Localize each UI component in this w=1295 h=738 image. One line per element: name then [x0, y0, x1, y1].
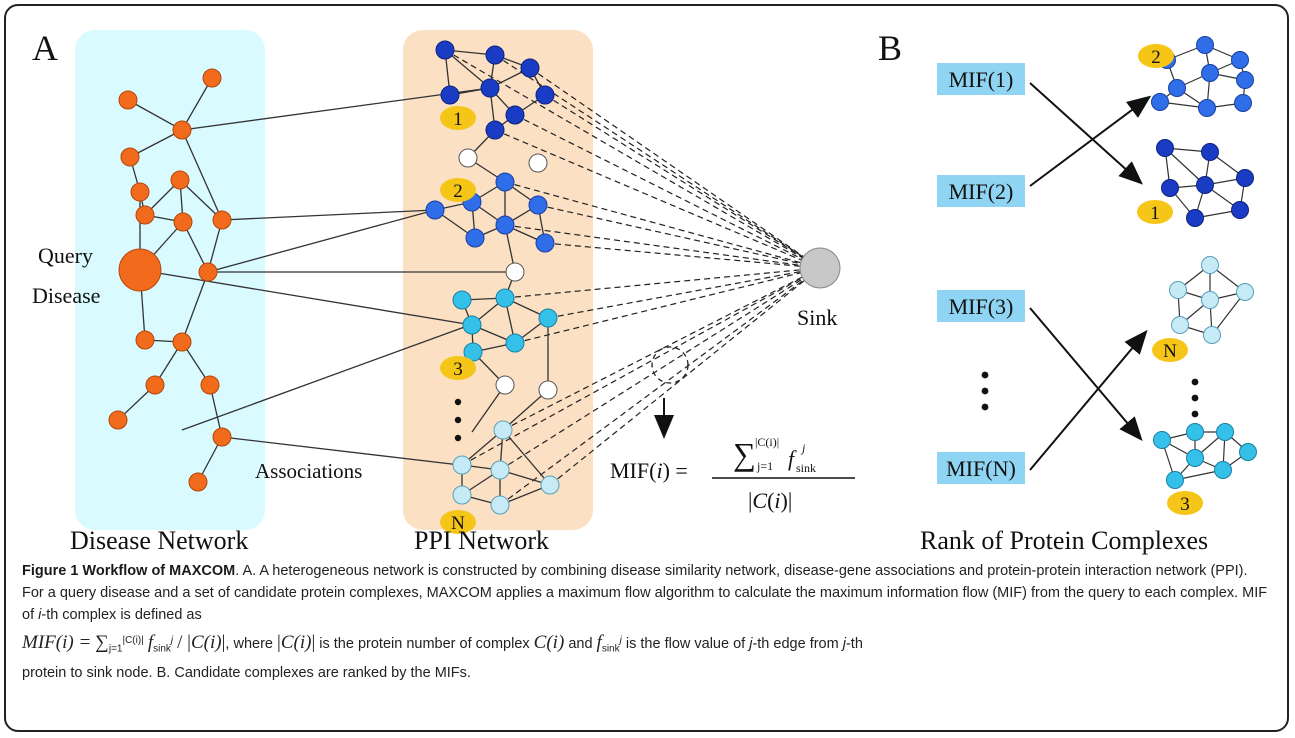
query-label-line1: Query [38, 243, 93, 268]
dashed-flow-circle [651, 346, 689, 384]
svg-text:N: N [451, 513, 465, 534]
associations-label: Associations [255, 459, 362, 483]
svg-text:1: 1 [453, 109, 463, 130]
caption-and: and [568, 636, 593, 652]
disease-nodes [108, 68, 232, 492]
mif-box-n: MIF(N) [937, 452, 1025, 484]
ppi-nodes-unassigned [458, 148, 548, 395]
figure-caption: Figure 1 Workflow of MAXCOM. A. A hetero… [22, 560, 1272, 684]
sink-node [799, 247, 841, 289]
svg-text:1: 1 [1150, 203, 1160, 224]
svg-text:|C(i)|: |C(i)| [748, 488, 792, 513]
mif-box-2: MIF(2) [937, 175, 1025, 207]
caption-complex: C(i) [533, 632, 565, 653]
ranked-complex-2: 2 [1138, 36, 1254, 117]
svg-text:j: j [800, 441, 806, 455]
caption-j1: j [749, 636, 753, 652]
svg-text:N: N [1163, 341, 1177, 362]
ppi-nodes-complex-1 [435, 40, 555, 140]
svg-text:3: 3 [453, 359, 463, 380]
mif-ellipsis [981, 371, 989, 411]
svg-text:MIF(i) =: MIF(i) = [610, 458, 688, 483]
caption-lead: Figure 1 Workflow of MAXCOM [22, 563, 236, 579]
ranked-complex-1: 1 [1137, 139, 1254, 227]
rank-ellipsis [1191, 378, 1199, 418]
svg-text:2: 2 [453, 181, 463, 202]
panel-a-label: A [32, 28, 58, 68]
caption-formula-line: MIF(i) = ∑j=1|C(i)| fsinkj / |C(i)|, whe… [22, 632, 863, 655]
mif-box-3: MIF(3) [937, 290, 1025, 322]
ppi-nodes-complex-3 [452, 288, 558, 362]
caption-where: where [233, 636, 273, 652]
caption-flow-2: -th edge from [752, 636, 839, 652]
ppi-nodes-complex-n [452, 420, 560, 515]
figure-illustration: A B [32, 28, 1257, 555]
mif-box-1: MIF(1) [937, 63, 1025, 95]
caption-is-number: is the protein number of complex [319, 636, 530, 652]
caption-text-2: -th complex is defined as [41, 607, 202, 623]
complex-marker-3: 3 [440, 356, 476, 380]
complex-marker-1: 1 [440, 106, 476, 130]
caption-flow-3: -th [845, 636, 863, 652]
caption-flow-1: is the flow value of [625, 636, 746, 652]
svg-text:MIF(3): MIF(3) [949, 294, 1014, 319]
ppi-network-region [403, 30, 593, 530]
disease-network-region [75, 30, 265, 530]
caption-i: i [38, 607, 42, 623]
ppi-node-mid [538, 380, 558, 400]
disease-network-label: Disease Network [70, 526, 248, 555]
ppi-nodes-complex-2 [425, 172, 555, 253]
ppi-network-label: PPI Network [414, 526, 549, 555]
ranked-complex-n: N [1152, 256, 1254, 362]
svg-text:|C(i)|: |C(i)| [755, 435, 779, 449]
query-label-line2: Disease [32, 283, 100, 308]
caption-j2: j [842, 636, 846, 652]
complex-marker-2: 2 [440, 178, 476, 202]
svg-text:j=1: j=1 [756, 459, 773, 473]
svg-text:2: 2 [1151, 47, 1161, 68]
caption-text-1: . A. A heterogeneous network is construc… [22, 563, 1268, 623]
svg-text:f: f [788, 446, 797, 471]
rank-arrows [1029, 82, 1152, 471]
svg-text:MIF(2): MIF(2) [949, 179, 1014, 204]
mif-formula: MIF(i) = ∑ |C(i)| j=1 f j sink |C(i)| [610, 435, 855, 513]
panel-b-label: B [878, 28, 902, 68]
svg-text:∑: ∑ [733, 436, 756, 472]
association-links [139, 87, 515, 466]
svg-text:3: 3 [1180, 494, 1190, 515]
svg-text:MIF(N): MIF(N) [946, 456, 1016, 481]
complex-marker-n: N [440, 510, 476, 534]
ranked-complex-3: 3 [1153, 423, 1257, 515]
sink-label: Sink [797, 305, 837, 330]
svg-text:MIF(1): MIF(1) [949, 67, 1014, 92]
caption-text-3: protein to sink node. B. Candidate compl… [22, 665, 471, 682]
ppi-ellipsis [454, 398, 462, 442]
rank-label: Rank of Protein Complexes [920, 526, 1208, 555]
svg-text:sink: sink [796, 461, 816, 475]
caption-formula-mif: MIF(i) = [22, 632, 92, 653]
query-disease-node [118, 248, 162, 292]
